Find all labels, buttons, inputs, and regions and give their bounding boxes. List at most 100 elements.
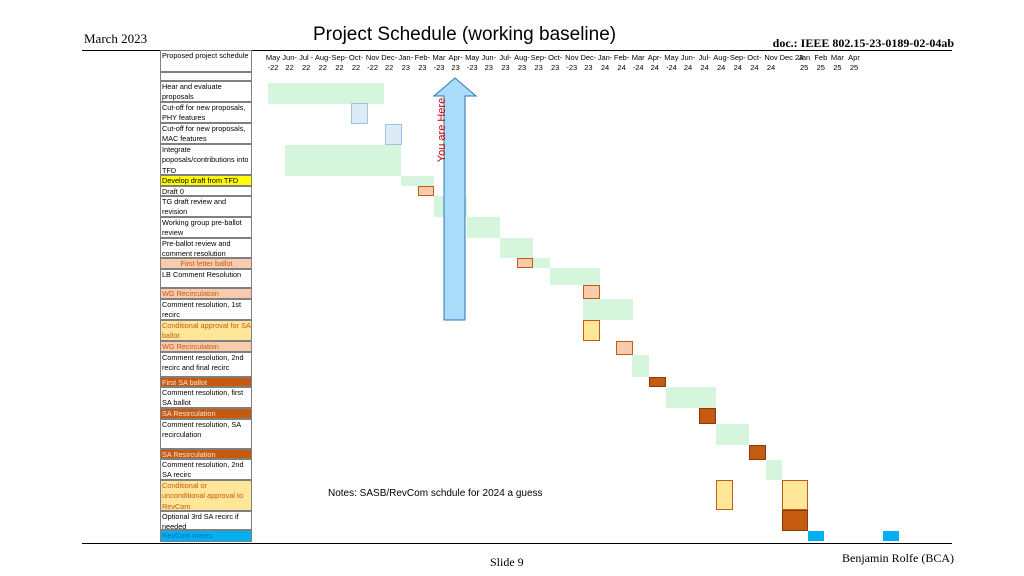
task-row: First SA ballot: [160, 377, 252, 387]
month-label: May -24: [664, 53, 679, 72]
month-label: Feb- 23: [414, 53, 431, 72]
schedule-bar: [467, 217, 500, 238]
month-label: Dec- 22: [381, 53, 398, 72]
schedule-bar: [766, 460, 782, 480]
task-row: SA Resirculation: [160, 408, 252, 419]
task-row: SA Resirculation: [160, 449, 252, 459]
task-row: Comment resolution, 1st recirc: [160, 299, 252, 320]
footer-author: Benjamin Rolfe (BCA): [842, 551, 954, 565]
month-label: Aug- 24: [713, 53, 730, 72]
schedule-bar: [699, 408, 716, 424]
task-row: Proposed project schedule: [160, 50, 252, 72]
month-label: Oct- 23: [548, 53, 563, 72]
task-row: WG Recirculatoin: [160, 288, 252, 299]
document-id: doc.: IEEE 802.15-23-0189-02-04ab: [772, 36, 954, 50]
task-row: Draft 0: [160, 186, 252, 196]
month-label: Sep- 23: [530, 53, 547, 72]
schedule-bar: [883, 531, 899, 541]
schedule-bar: [418, 186, 434, 196]
month-label: Apr- 23: [448, 53, 463, 72]
schedule-bar: [517, 258, 533, 268]
month-label: Sep- 24: [729, 53, 746, 72]
task-row: Conditional or unconditional approval to…: [160, 480, 252, 511]
header-date: March 2023: [84, 31, 148, 46]
task-row: Develop draft from TFD: [160, 175, 252, 186]
schedule-bar: [782, 480, 808, 510]
schedule-bar: [583, 285, 600, 299]
schedule-bar: [550, 268, 600, 285]
schedule-bar: [583, 299, 633, 320]
month-label: Dec 24: [779, 53, 804, 62]
month-label: Jun- 22: [282, 53, 297, 72]
month-label: Aug- 22: [314, 53, 331, 72]
schedule-bar: [351, 103, 368, 124]
month-label: Jan- 23: [398, 53, 414, 72]
schedule-bar: [583, 320, 600, 341]
task-row: RevCom meets: [160, 530, 252, 542]
month-label: Mar -23: [432, 53, 446, 72]
task-row: Pre-ballot review and comment resolution: [160, 238, 252, 258]
month-label: Jan 25: [798, 53, 811, 72]
month-label: Apr- 24: [647, 53, 662, 72]
task-row: Cut-off for new proposals, MAC features: [160, 123, 252, 144]
month-label: Nov -22: [365, 53, 380, 72]
schedule-bar: [616, 341, 633, 355]
month-label: Sep- 22: [331, 53, 348, 72]
slide-number: Slide 9: [490, 555, 524, 569]
month-label: Mar -24: [631, 53, 645, 72]
task-row: Cut-off for new proposals, PHY features: [160, 102, 252, 123]
month-label: Nov -23: [565, 53, 579, 72]
notes-text: Notes: SASB/RevCom schdule for 2024 a gu…: [328, 488, 543, 499]
schedule-bar: [666, 387, 716, 408]
schedule-bar: [285, 145, 401, 176]
task-row: Working group pre-ballot review: [160, 217, 252, 238]
arrow-shape: [432, 77, 478, 321]
schedule-bar: [500, 238, 533, 258]
task-row: TG draft review and revision: [160, 196, 252, 217]
task-row: Comment resolution, first SA ballot: [160, 387, 252, 408]
task-row: Optional 3rd SA recirc if needed: [160, 511, 252, 530]
month-label: May -22: [265, 53, 281, 72]
month-label: Apr 25: [848, 53, 860, 72]
you-are-here-label: You are Here: [436, 97, 448, 163]
schedule-bar: [401, 176, 434, 186]
task-row: Comment resolution, 2nd recirc and final…: [160, 352, 252, 377]
month-label: Jul- 24: [698, 53, 711, 72]
page-title: Project Schedule (working baseline): [313, 24, 617, 45]
schedule-bar: [716, 480, 733, 510]
month-label: Mar 25: [830, 53, 844, 72]
schedule-bar: [268, 83, 384, 104]
task-row: First letter ballot: [160, 258, 252, 269]
month-label: Oct- 22: [348, 53, 364, 72]
month-label: Jun- 23: [481, 53, 497, 72]
month-label: Feb- 24: [613, 53, 630, 72]
schedule-bar: [716, 424, 749, 445]
month-label: Feb 25: [814, 53, 828, 72]
schedule-bar: [749, 445, 766, 460]
month-label: Nov 24: [764, 53, 778, 72]
header-rule: [82, 50, 952, 51]
task-row: Hear and evaluate proposals: [160, 81, 252, 102]
month-label: Aug- 23: [514, 53, 530, 72]
task-row: Integrate poposals/contributions into TF…: [160, 144, 252, 175]
schedule-bar: [533, 258, 550, 268]
task-row: Comment resolution, 2nd SA recirc: [160, 459, 252, 480]
task-row: LB Comment Resolution: [160, 269, 252, 288]
schedule-bar: [385, 124, 402, 145]
schedule-bar: [808, 531, 824, 541]
task-row: Conditional approval for SA ballot: [160, 320, 252, 341]
schedule-bar: [649, 377, 666, 387]
schedule-bar: [632, 355, 649, 377]
task-row: [160, 72, 252, 81]
month-label: Jul- 23: [499, 53, 512, 72]
month-label: Dec- 23: [580, 53, 597, 72]
task-row: Comment resolution, SA recirculation: [160, 419, 252, 449]
footer-rule: [82, 543, 952, 544]
month-label: Jul -22: [299, 53, 314, 72]
month-label: May -23: [465, 53, 480, 72]
month-label: Oct- 24: [747, 53, 762, 72]
month-label: Jan- 24: [597, 53, 613, 72]
schedule-bar: [782, 510, 808, 531]
task-row: WG Recirculatoin: [160, 341, 252, 352]
